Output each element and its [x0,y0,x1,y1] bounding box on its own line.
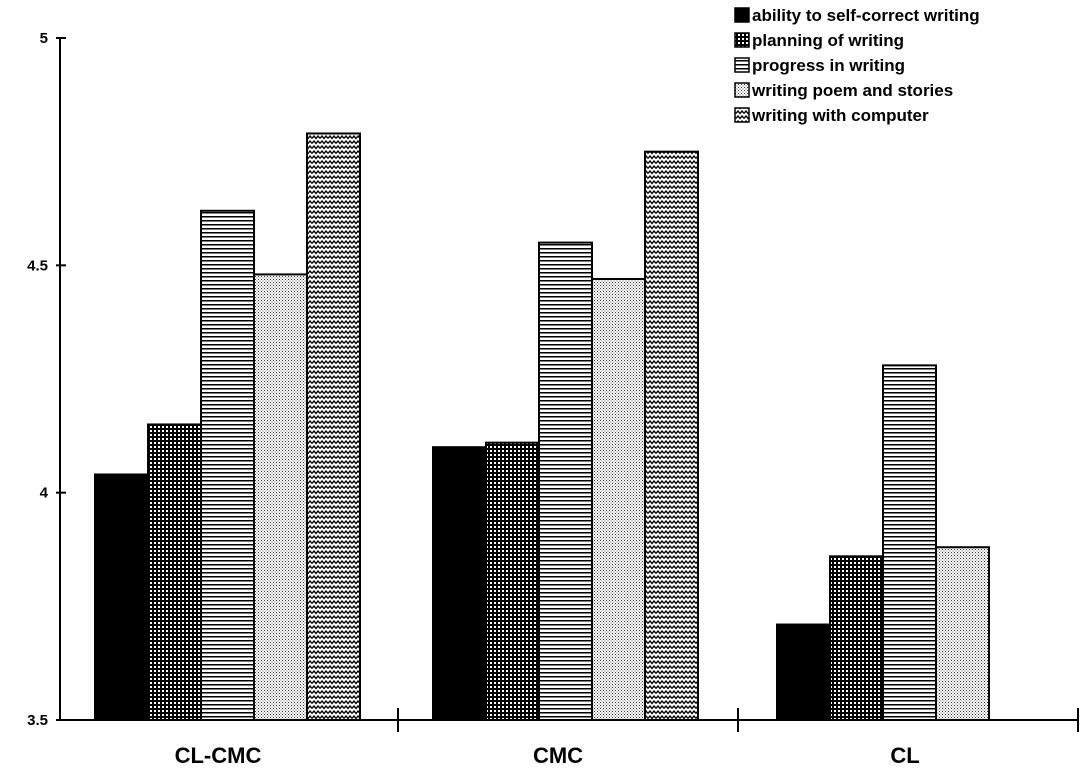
legend-label: writing with computer [751,106,929,125]
bar-cl-cmc-series-3 [200,209,255,721]
bar-cmc-series-2 [485,441,540,721]
legend-swatch [734,57,750,73]
legend-swatch [734,32,750,48]
y-tick-label: 3.5 [27,712,48,729]
axes: 3.5 4 4.5 5 CL-CMC CMC CL [27,30,1079,768]
y-tick-label: 4 [40,485,49,502]
legend-label: progress in writing [752,56,905,75]
legend-label: ability to self-correct writing [752,6,980,25]
bar-cl-series-1 [776,623,831,722]
x-category-label: CL [890,743,919,768]
legend-swatch [734,7,750,23]
legend-label: writing poem and stories [751,81,953,100]
legend-label: planning of writing [752,31,904,50]
bar-cl-cmc-series-2 [147,423,202,721]
y-tick-label: 5 [40,30,48,47]
bar-cmc-series-3 [538,241,593,721]
bar-cl-series-4 [935,546,990,722]
bar-cl-cmc-series-4 [253,273,308,721]
y-tick-label: 4.5 [27,257,48,274]
bar-cmc-series-5 [644,150,699,721]
legend-swatch [734,107,750,123]
bar-cmc-series-1 [432,446,487,721]
x-category-label: CMC [533,743,583,768]
legend-swatch [734,82,750,98]
x-category-label: CL-CMC [175,743,262,768]
bar-cl-series-3 [882,364,937,721]
bars [94,132,990,722]
bar-cl-cmc-series-5 [306,132,361,722]
bar-cmc-series-4 [591,277,646,721]
bar-cl-series-2 [829,555,884,721]
legend: ability to self-correct writing planning … [734,6,980,125]
bar-cl-cmc-series-1 [94,473,149,722]
